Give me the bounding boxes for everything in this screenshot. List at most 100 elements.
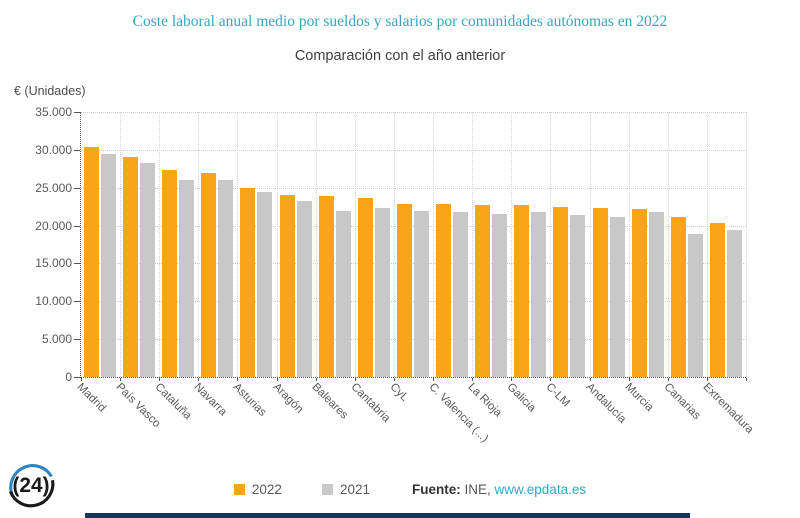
bar-2021 <box>179 180 195 377</box>
epdata-24-logo: (24) <box>9 464 55 508</box>
bar-group-catalu-a <box>159 112 198 377</box>
bar-2021 <box>101 154 116 377</box>
x-category-label: País Vasco <box>113 381 163 431</box>
bar-2021 <box>413 211 429 377</box>
bar-2021 <box>570 215 586 377</box>
bar-2021 <box>531 212 547 377</box>
bar-2021 <box>453 212 469 377</box>
bar-2022 <box>123 157 139 377</box>
bar-2021 <box>140 163 156 377</box>
x-axis-tick <box>550 378 552 381</box>
gridline-vertical <box>393 112 395 377</box>
x-category-label: Cantabria <box>348 381 393 425</box>
gridline-vertical <box>433 112 435 377</box>
bar-2022 <box>475 205 491 377</box>
legend-item-2021: 2021 <box>321 482 370 497</box>
x-category-label: Cataluña <box>152 381 194 423</box>
x-category-label: Navarra <box>191 381 230 419</box>
bar-2021 <box>296 201 312 377</box>
bar-2022 <box>162 170 178 377</box>
logo-black-arc <box>9 479 55 508</box>
x-axis-tick <box>393 378 395 381</box>
source-name: INE, <box>464 482 491 497</box>
gridline-horizontal <box>81 301 746 303</box>
x-axis-tick <box>315 378 317 381</box>
gridline-vertical <box>550 112 552 377</box>
bar-group-asturias <box>237 112 276 377</box>
chart-subtitle: Comparación con el año anterior <box>294 48 506 64</box>
x-category-label: Canarias <box>661 381 703 423</box>
bar-group-arag-n <box>277 112 316 377</box>
y-tick-label: 30.000 <box>35 142 72 157</box>
y-axis-tick <box>74 377 80 378</box>
x-category-label: Galicia <box>504 381 539 415</box>
x-axis-tick <box>354 378 356 381</box>
x-category-label: CyL <box>387 381 411 404</box>
x-category-label: Madrid <box>74 381 108 415</box>
bar-2022 <box>279 195 295 377</box>
x-axis-tick <box>120 378 122 381</box>
y-axis-tick <box>74 149 80 151</box>
bar-group-c-valencia <box>433 112 472 377</box>
gridline-vertical <box>706 112 708 377</box>
x-axis-tick <box>433 378 435 381</box>
x-category-label: Andalucía <box>583 381 628 426</box>
legend-swatch-2022 <box>233 484 245 495</box>
gridline-vertical <box>159 112 161 377</box>
x-axis-tick <box>589 378 591 381</box>
x-category-label: C. Valencia (...) <box>426 381 491 445</box>
bar-2021 <box>492 214 508 377</box>
legend-swatch-2021 <box>321 484 333 495</box>
x-axis-tick <box>159 378 161 381</box>
x-axis-tick <box>472 378 474 381</box>
y-tick-label: 0 <box>65 370 72 384</box>
bar-group-la-rioja <box>472 112 511 377</box>
x-category-label: C-LM <box>543 381 573 410</box>
bar-2021 <box>687 234 703 377</box>
y-axis-tick <box>74 339 80 341</box>
legend-label-2022: 2022 <box>251 482 282 497</box>
bar-group-cantabria <box>355 112 394 377</box>
y-axis-labels: 0 5.000 10.000 15.000 20.000 25.000 30.000 35.0… <box>0 106 72 383</box>
x-axis-labels: Madrid País Vasco Cataluña Navarra Asturias A… <box>75 381 790 476</box>
bar-group-baleares <box>316 112 355 377</box>
bar-group-c-lm <box>550 112 589 377</box>
gridline-vertical <box>667 112 669 377</box>
bar-group-extremadura <box>707 112 746 377</box>
x-axis-tick <box>237 378 239 381</box>
gridline-horizontal <box>81 112 746 113</box>
y-axis-unit-label: € (Unidades) <box>14 84 86 98</box>
bar-2022 <box>201 173 217 377</box>
bar-2021 <box>218 180 234 377</box>
x-axis-tick <box>706 378 708 381</box>
bar-2022 <box>436 204 452 377</box>
bar-2022 <box>514 205 530 377</box>
bottom-accent-bar <box>85 513 690 518</box>
y-axis-tick <box>74 263 80 265</box>
bar-group-canarias <box>668 112 707 377</box>
x-category-label: Extremadura <box>700 381 756 437</box>
gridline-vertical <box>198 112 200 377</box>
source-label: Fuente: <box>411 482 461 497</box>
source-link[interactable]: www.epdata.es <box>494 482 587 497</box>
x-axis-tick <box>81 378 82 381</box>
bar-group-navarra <box>198 112 237 377</box>
bar-2022 <box>631 209 647 377</box>
bar-2021 <box>726 230 742 377</box>
bar-group-pa-s-vasco <box>120 112 159 377</box>
gridline-vertical <box>315 112 317 377</box>
bar-2022 <box>240 188 256 377</box>
gridline-horizontal <box>81 339 746 341</box>
y-tick-label: 25.000 <box>35 180 72 195</box>
gridline-horizontal <box>81 149 746 151</box>
x-category-label: Asturias <box>230 381 269 419</box>
y-axis-tick <box>74 225 80 227</box>
gridline-vertical <box>237 112 239 377</box>
bar-group-madrid <box>81 112 120 377</box>
bar-2022 <box>84 147 99 377</box>
gridline-vertical <box>354 112 356 377</box>
bar-2022 <box>396 204 412 377</box>
plot-area <box>74 112 747 381</box>
y-axis-tick <box>74 187 80 189</box>
gridline-vertical <box>628 112 630 377</box>
